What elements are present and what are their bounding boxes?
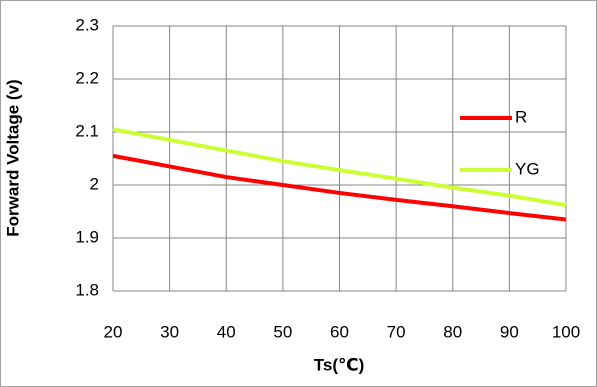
x-tick-label: 80 [443,322,462,341]
y-tick-label: 1.8 [75,280,99,299]
y-tick-label: 1.9 [75,227,99,246]
y-tick-label: 2 [90,174,99,193]
y-axis-title: Forward Voltage (v) [3,79,22,236]
x-tick-label: 50 [273,322,292,341]
x-tick-label: 40 [217,322,236,341]
legend-label: R [515,107,527,126]
y-tick-label: 2.3 [75,15,99,34]
series-line [112,153,567,222]
x-tick-label: 100 [552,322,580,341]
x-tick-label: 20 [104,322,123,341]
x-tick-label: 90 [500,322,519,341]
x-axis-title: Ts(℃) [314,355,365,374]
x-tick-label: 70 [387,322,406,341]
x-tick-label: 30 [160,322,179,341]
series-line [112,127,567,208]
y-tick-label: 2.1 [75,121,99,140]
x-tick-label: 60 [330,322,349,341]
legend-label: YG [515,159,540,178]
y-tick-label: 2.2 [75,68,99,87]
